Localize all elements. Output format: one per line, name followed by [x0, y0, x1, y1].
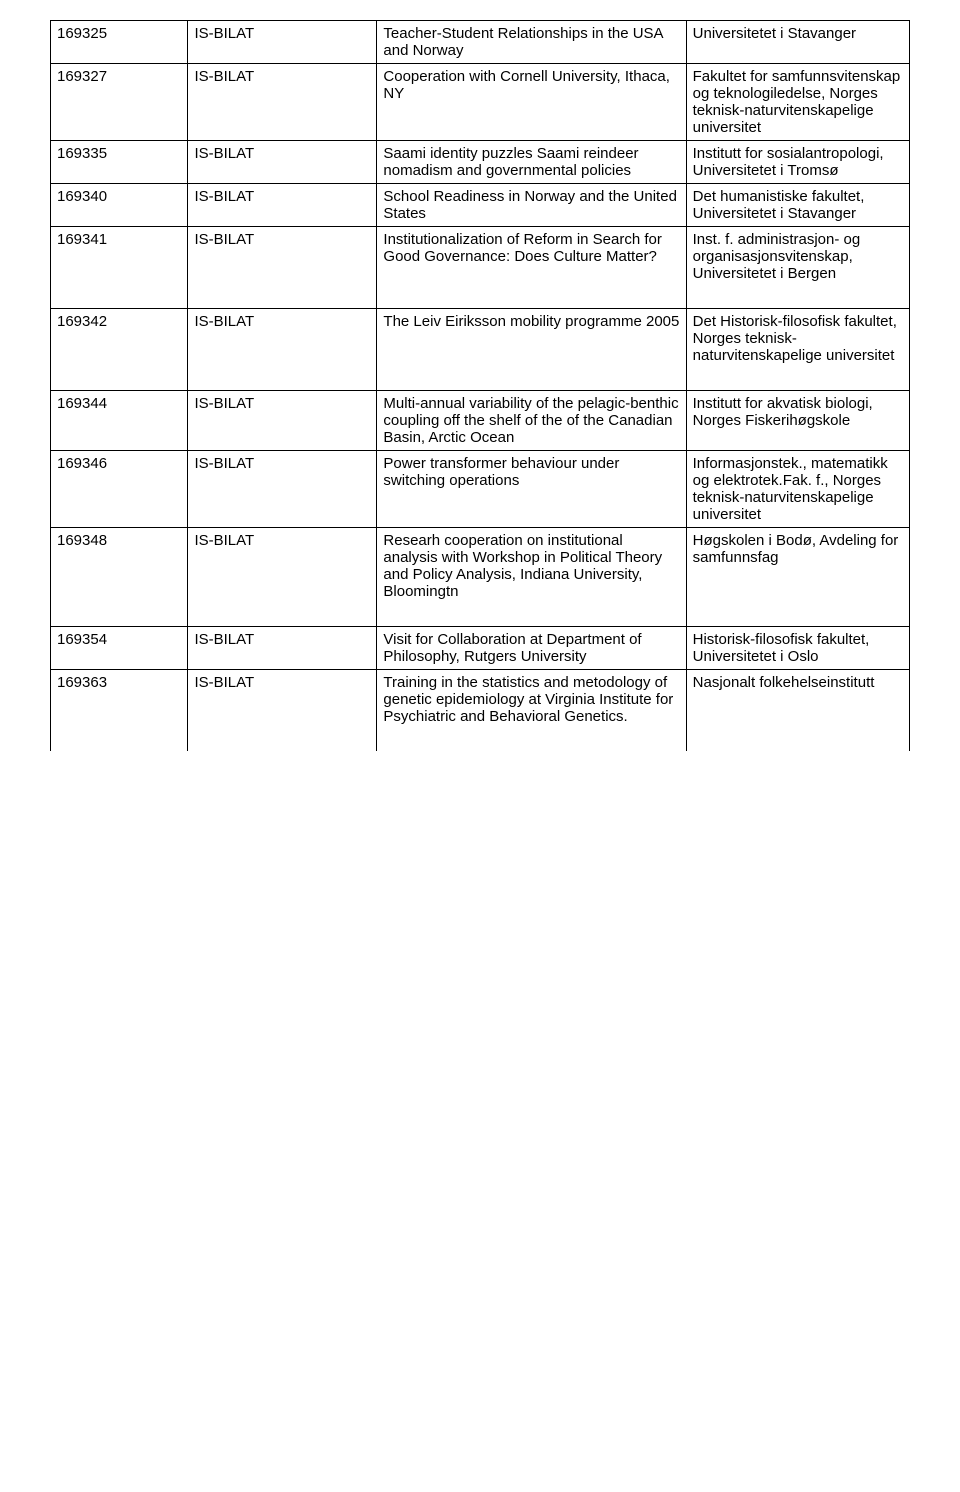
cell-title: Teacher-Student Relationships in the USA… — [377, 21, 686, 64]
spacer-cell — [51, 368, 188, 391]
table-row: 169363IS-BILATTraining in the statistics… — [51, 670, 910, 730]
cell-id: 169325 — [51, 21, 188, 64]
cell-institution: Det humanistiske fakultet, Universitetet… — [686, 184, 909, 227]
spacer-cell — [686, 729, 909, 751]
cell-id: 169340 — [51, 184, 188, 227]
table-row: 169335IS-BILATSaami identity puzzles Saa… — [51, 141, 910, 184]
cell-title: Saami identity puzzles Saami reindeer no… — [377, 141, 686, 184]
cell-title: Power transformer behaviour under switch… — [377, 451, 686, 528]
spacer-cell — [377, 604, 686, 627]
cell-institution: Institutt for akvatisk biologi, Norges F… — [686, 391, 909, 451]
table-row-spacer — [51, 368, 910, 391]
table-body: 169325IS-BILATTeacher-Student Relationsh… — [51, 21, 910, 752]
cell-program: IS-BILAT — [188, 141, 377, 184]
spacer-cell — [188, 286, 377, 309]
spacer-cell — [188, 729, 377, 751]
table-row: 169346IS-BILATPower transformer behaviou… — [51, 451, 910, 528]
cell-program: IS-BILAT — [188, 670, 377, 730]
table-row: 169341IS-BILATInstitutionalization of Re… — [51, 227, 910, 287]
table-row: 169340IS-BILATSchool Readiness in Norway… — [51, 184, 910, 227]
cell-title: School Readiness in Norway and the Unite… — [377, 184, 686, 227]
cell-program: IS-BILAT — [188, 627, 377, 670]
cell-title: Researh cooperation on institutional ana… — [377, 528, 686, 605]
cell-program: IS-BILAT — [188, 528, 377, 605]
table-row: 169348IS-BILATResearh cooperation on ins… — [51, 528, 910, 605]
table-row: 169325IS-BILATTeacher-Student Relationsh… — [51, 21, 910, 64]
spacer-cell — [686, 604, 909, 627]
cell-institution: Nasjonalt folkehelseinstitutt — [686, 670, 909, 730]
cell-id: 169344 — [51, 391, 188, 451]
cell-id: 169348 — [51, 528, 188, 605]
cell-id: 169354 — [51, 627, 188, 670]
cell-id: 169363 — [51, 670, 188, 730]
table-row: 169327IS-BILATCooperation with Cornell U… — [51, 64, 910, 141]
cell-id: 169346 — [51, 451, 188, 528]
spacer-cell — [377, 368, 686, 391]
cell-program: IS-BILAT — [188, 21, 377, 64]
cell-title: Training in the statistics and metodolog… — [377, 670, 686, 730]
cell-program: IS-BILAT — [188, 227, 377, 287]
cell-institution: Historisk-filosofisk fakultet, Universit… — [686, 627, 909, 670]
cell-title: Visit for Collaboration at Department of… — [377, 627, 686, 670]
cell-title: Institutionalization of Reform in Search… — [377, 227, 686, 287]
cell-institution: Institutt for sosialantropologi, Univers… — [686, 141, 909, 184]
table-row: 169344IS-BILATMulti-annual variability o… — [51, 391, 910, 451]
table-row-spacer — [51, 286, 910, 309]
spacer-cell — [686, 286, 909, 309]
spacer-cell — [188, 604, 377, 627]
spacer-cell — [51, 604, 188, 627]
cell-institution: Informasjonstek., matematikk og elektrot… — [686, 451, 909, 528]
cell-institution: Høgskolen i Bodø, Avdeling for samfunnsf… — [686, 528, 909, 605]
cell-program: IS-BILAT — [188, 64, 377, 141]
page-container: 169325IS-BILATTeacher-Student Relationsh… — [0, 0, 960, 771]
cell-program: IS-BILAT — [188, 391, 377, 451]
cell-program: IS-BILAT — [188, 309, 377, 369]
spacer-cell — [377, 729, 686, 751]
cell-institution: Det Historisk-filosofisk fakultet, Norge… — [686, 309, 909, 369]
table-row: 169342IS-BILATThe Leiv Eiriksson mobilit… — [51, 309, 910, 369]
cell-id: 169342 — [51, 309, 188, 369]
spacer-cell — [377, 286, 686, 309]
spacer-cell — [51, 286, 188, 309]
cell-institution: Universitetet i Stavanger — [686, 21, 909, 64]
table-row-spacer — [51, 729, 910, 751]
spacer-cell — [686, 368, 909, 391]
data-table: 169325IS-BILATTeacher-Student Relationsh… — [50, 20, 910, 751]
cell-id: 169341 — [51, 227, 188, 287]
spacer-cell — [188, 368, 377, 391]
cell-id: 169335 — [51, 141, 188, 184]
cell-program: IS-BILAT — [188, 451, 377, 528]
cell-institution: Fakultet for samfunnsvitenskap og teknol… — [686, 64, 909, 141]
table-row-spacer — [51, 604, 910, 627]
cell-id: 169327 — [51, 64, 188, 141]
table-row: 169354IS-BILATVisit for Collaboration at… — [51, 627, 910, 670]
cell-institution: Inst. f. administrasjon- og organisasjon… — [686, 227, 909, 287]
spacer-cell — [51, 729, 188, 751]
cell-title: Multi-annual variability of the pelagic-… — [377, 391, 686, 451]
cell-title: The Leiv Eiriksson mobility programme 20… — [377, 309, 686, 369]
cell-program: IS-BILAT — [188, 184, 377, 227]
cell-title: Cooperation with Cornell University, Ith… — [377, 64, 686, 141]
